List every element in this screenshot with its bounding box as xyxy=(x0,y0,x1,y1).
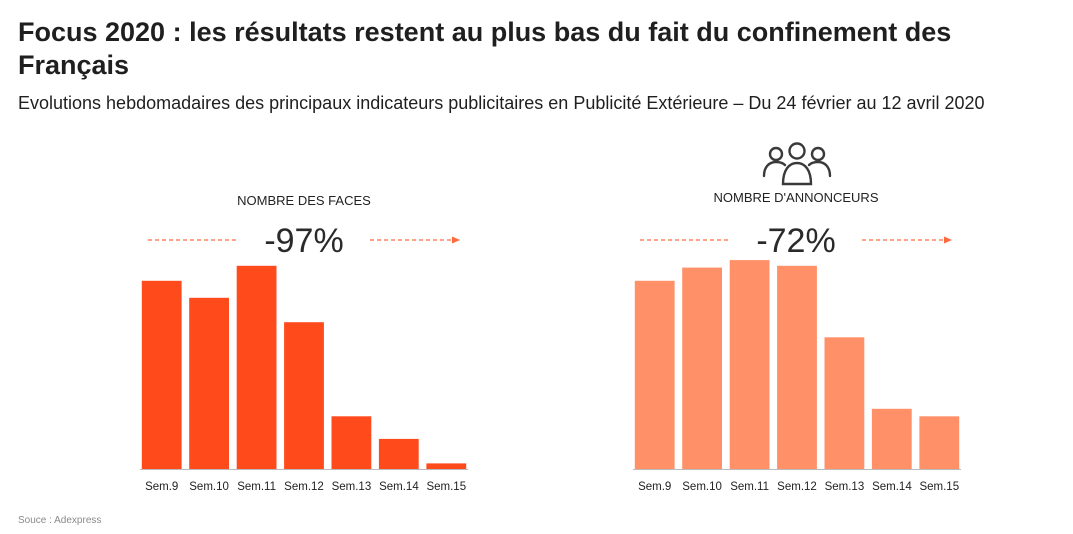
annonceurs-tick-label: Sem.10 xyxy=(682,481,722,493)
people-group-icon xyxy=(762,142,832,186)
faces-bar-sem9 xyxy=(141,280,182,469)
faces-bar-sem10 xyxy=(189,297,229,469)
faces-tick-label: Sem.13 xyxy=(332,481,372,493)
faces-tick-label: Sem.14 xyxy=(379,481,419,493)
annonceurs-bar-sem9 xyxy=(634,280,675,469)
annonceurs-chart-label: NOMBRE D'ANNONCEURS xyxy=(713,190,879,205)
faces-tick-label: Sem.11 xyxy=(237,481,276,493)
faces-tick-label: Sem.10 xyxy=(189,481,229,493)
page-subtitle: Evolutions hebdomadaires des principaux … xyxy=(18,93,985,113)
annonceurs-bar-sem13 xyxy=(824,337,865,469)
faces-arrowhead xyxy=(452,236,460,244)
annonceurs-tick-label: Sem.13 xyxy=(825,481,865,493)
faces-bar-sem14 xyxy=(378,438,419,469)
faces-bar-sem15 xyxy=(426,463,467,469)
faces-tick-label: Sem.12 xyxy=(284,481,324,493)
faces-bar-chart: Sem.9 Sem.10 Sem.11 Sem.12 Sem.13 Sem.14 Sem.1… xyxy=(140,265,468,493)
faces-tick-label: Sem.15 xyxy=(426,481,466,493)
annonceurs-arrowhead xyxy=(944,236,952,244)
faces-chart-label: NOMBRE DES FACES xyxy=(237,193,371,208)
annonceurs-bar-chart: Sem.9 Sem.10 Sem.11 Sem.12 Sem.13 Sem.14 Sem.1… xyxy=(633,260,961,493)
faces-tick-label: Sem.9 xyxy=(145,481,178,493)
annonceurs-bar-sem15 xyxy=(919,416,960,469)
faces-bar-sem13 xyxy=(331,416,372,469)
annonceurs-tick-label: Sem.14 xyxy=(872,481,912,493)
source-note: Souce : Adexpress xyxy=(18,515,102,526)
annonceurs-bar-sem12 xyxy=(777,265,817,469)
annonceurs-bar-sem10 xyxy=(682,267,722,469)
faces-delta-value: -97% xyxy=(264,222,344,260)
faces-bar-sem12 xyxy=(284,322,324,469)
annonceurs-tick-label: Sem.15 xyxy=(919,481,959,493)
annonceurs-bar-sem14 xyxy=(871,408,912,469)
annonceurs-tick-label: Sem.11 xyxy=(730,481,769,493)
annonceurs-tick-label: Sem.9 xyxy=(638,481,671,493)
annonceurs-delta-value: -72% xyxy=(756,222,836,260)
page-title: Focus 2020 : les résultats restent au pl… xyxy=(18,17,952,80)
annonceurs-tick-label: Sem.12 xyxy=(777,481,817,493)
annonceurs-bar-sem11 xyxy=(729,260,770,469)
faces-bar-sem11 xyxy=(236,265,277,469)
